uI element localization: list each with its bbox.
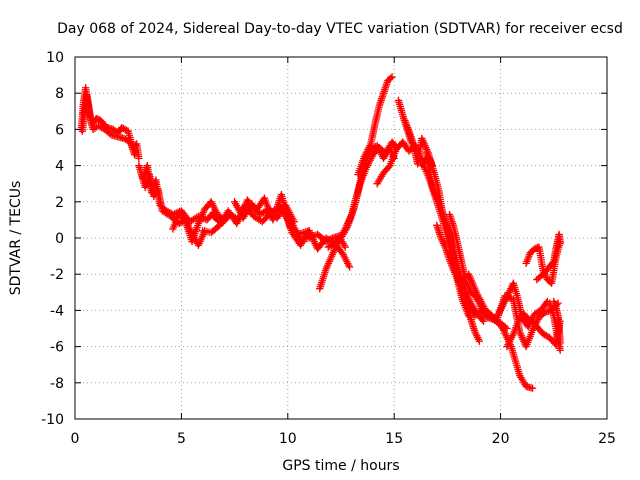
x-tick-label: 20 <box>492 431 510 447</box>
series-arc-12 <box>324 138 400 251</box>
series-arc-13 <box>354 73 396 179</box>
data-point <box>345 263 354 271</box>
x-tick-label: 25 <box>598 431 616 447</box>
data-point <box>556 346 564 354</box>
y-tick-labels: -10 -8 -6 -4 -2 0 2 4 6 8 10 <box>41 50 64 428</box>
data-point <box>130 151 139 159</box>
y-tick-label: -4 <box>50 303 64 319</box>
y-tick-label: 8 <box>55 86 64 102</box>
x-tick-label: 15 <box>385 431 403 447</box>
series-arc-27 <box>550 297 564 347</box>
x-tick-labels: 0 5 10 15 20 25 <box>71 431 616 447</box>
data-point <box>341 243 349 251</box>
x-tick-label: 10 <box>279 431 297 447</box>
x-tick-label: 5 <box>177 431 186 447</box>
y-tick-label: 4 <box>55 159 64 175</box>
data-points <box>77 73 564 392</box>
data-point <box>388 73 396 81</box>
chart-title: Day 068 of 2024, Sidereal Day-to-day VTE… <box>57 21 623 37</box>
series-arc-3 <box>135 161 217 226</box>
data-point <box>475 337 483 345</box>
data-point <box>556 239 564 248</box>
y-tick-label: 6 <box>55 122 64 138</box>
x-tick-label: 0 <box>71 431 80 447</box>
series-arc-8 <box>230 198 298 226</box>
series-arc-2 <box>78 91 139 159</box>
data-point <box>556 339 564 347</box>
axis-ticks <box>74 56 608 420</box>
data-point <box>528 384 537 392</box>
series-arc-25 <box>533 230 564 284</box>
y-tick-label: -10 <box>41 412 64 428</box>
grid-lines <box>75 57 607 419</box>
data-point <box>135 154 143 163</box>
series-arc-18 <box>433 221 483 345</box>
y-tick-label: -2 <box>50 267 64 283</box>
x-axis-label: GPS time / hours <box>282 458 399 474</box>
y-tick-label: -8 <box>50 376 64 392</box>
series-arc-11 <box>316 142 398 293</box>
y-tick-label: 0 <box>55 231 64 247</box>
y-tick-label: 10 <box>46 50 64 66</box>
y-tick-label: -6 <box>50 340 64 356</box>
y-tick-label: 2 <box>55 195 64 211</box>
series-arc-4 <box>137 169 209 249</box>
y-axis-label: SDTVAR / TECUs <box>8 181 24 296</box>
data-point <box>479 317 488 325</box>
